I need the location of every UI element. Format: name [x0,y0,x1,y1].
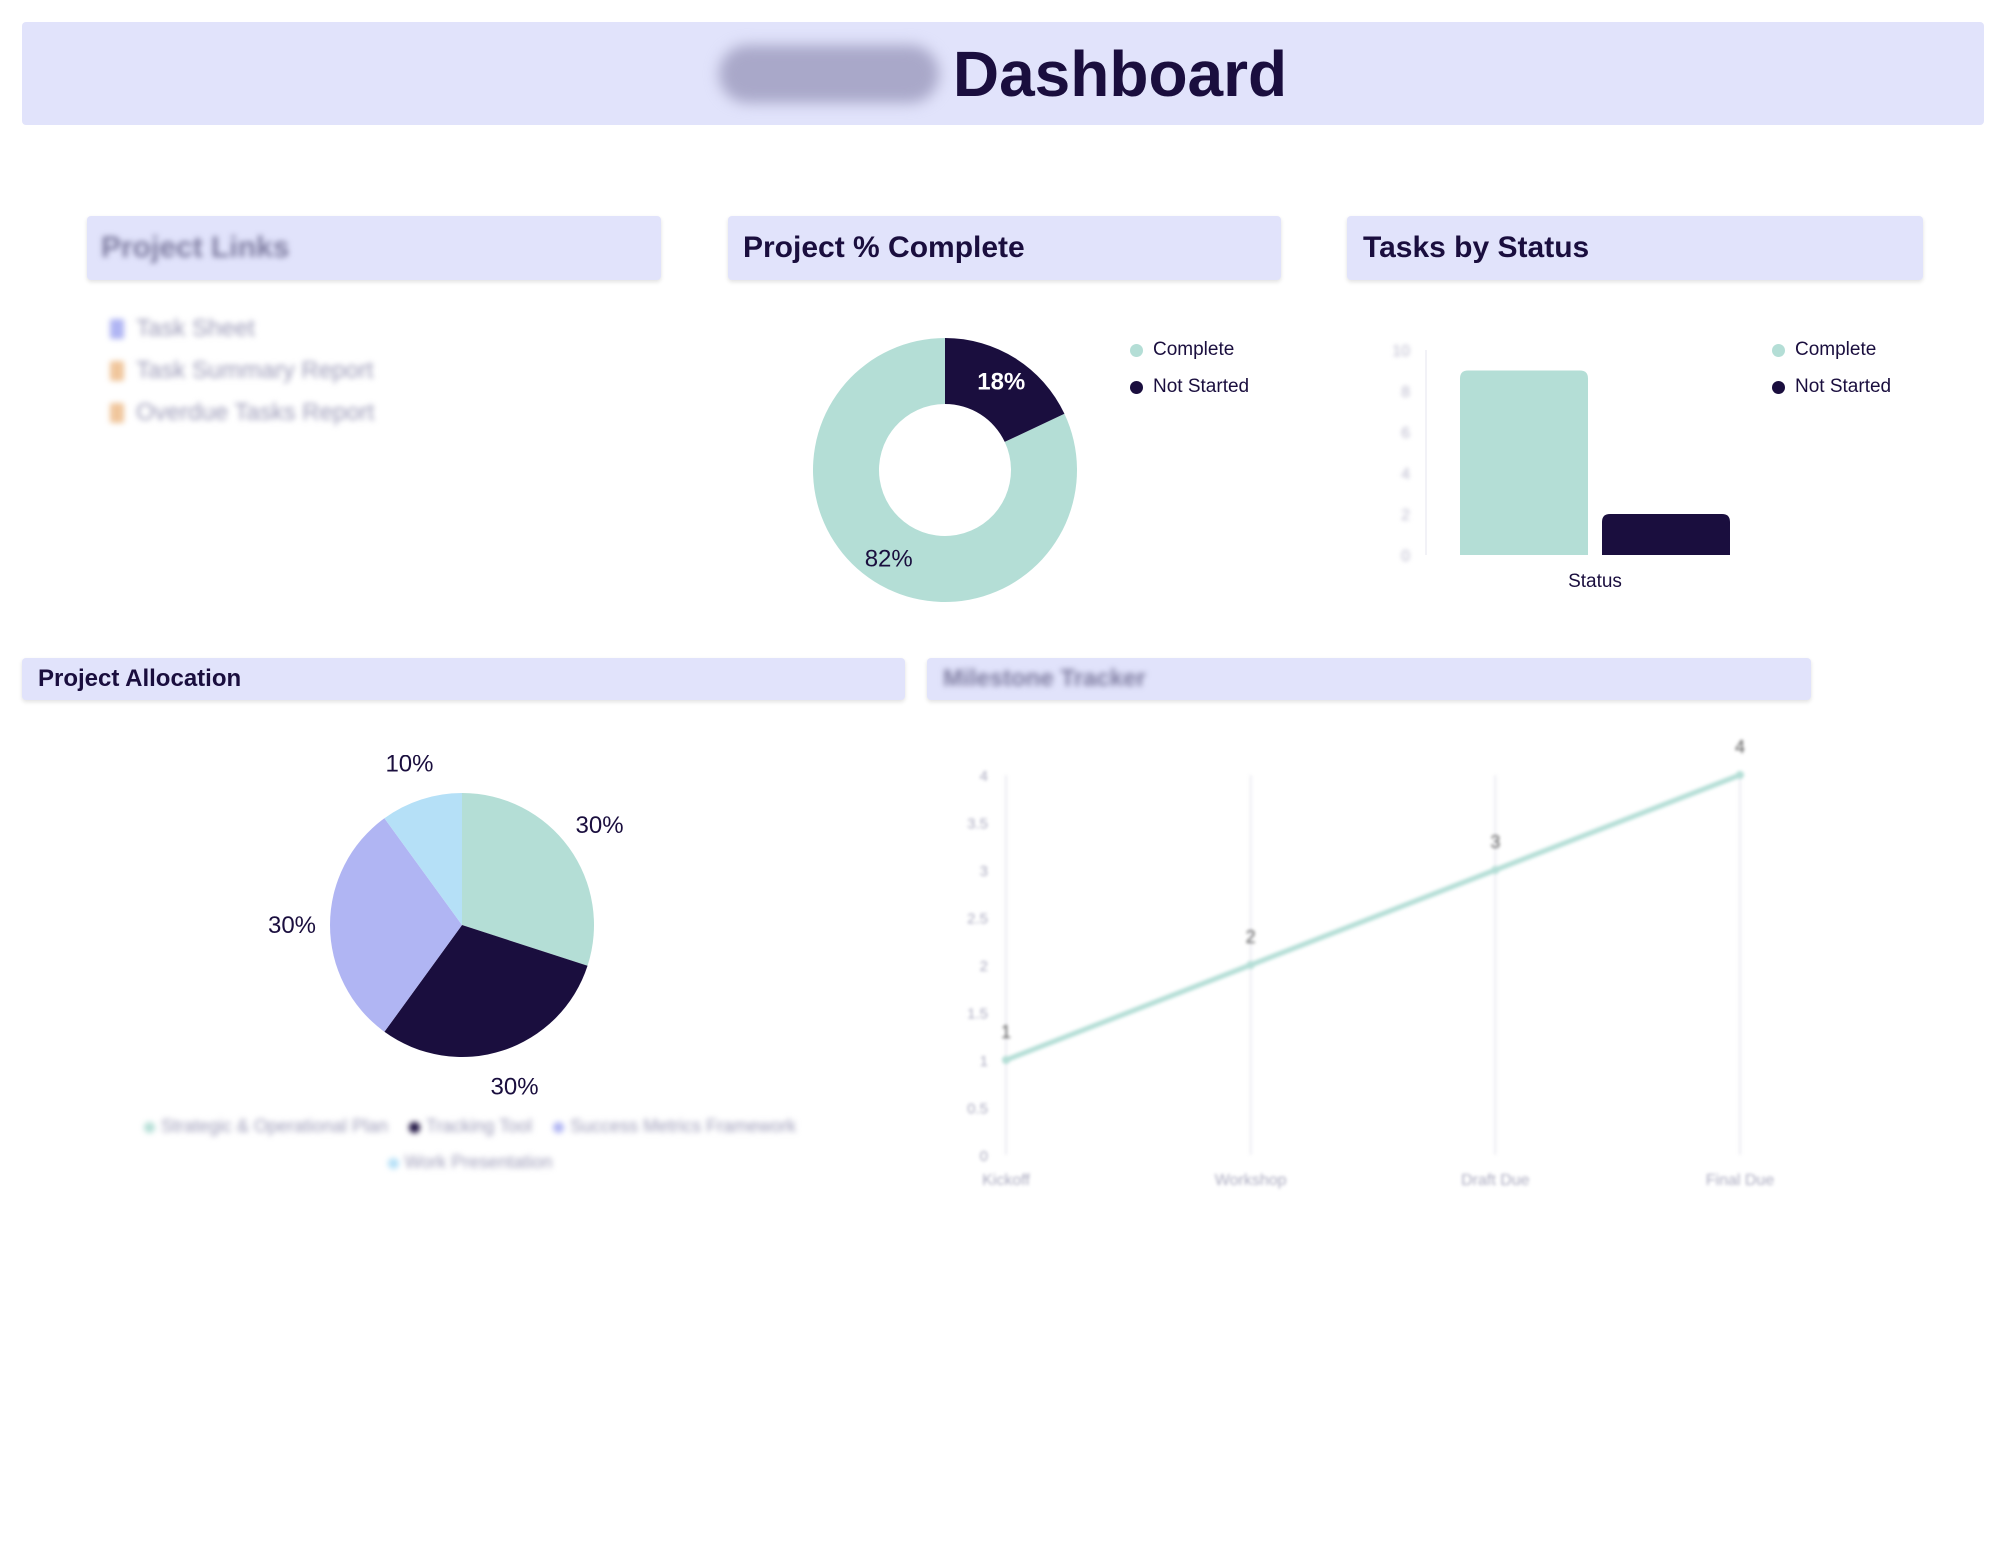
legend-entry: Success Metrics Framework [553,1108,796,1144]
milestone-tracker-title: Milestone Tracker [943,665,1146,692]
y-tick-label: 3 [980,863,988,880]
legend-dot [1772,380,1785,394]
pie-slice [462,793,594,966]
sheet-icon [110,319,124,339]
tasks-by-status-header: Tasks by Status [1347,216,1923,280]
legend-not-started: Not Started [1772,376,1891,398]
legend-dot [1772,343,1785,357]
link-label: Task Sheet [136,315,255,342]
legend-not-started: Not Started [1130,376,1249,398]
bar-not-started [1602,514,1730,555]
x-tick-label: Draft Due [1461,1172,1530,1189]
link-label: Task Summary Report [136,357,374,384]
y-tick-label: 3.5 [967,816,988,833]
y-tick-label: 8 [1401,384,1410,401]
report-icon [110,403,124,423]
project-links-title: Project Links [101,231,290,264]
legend-dot [553,1121,565,1133]
data-label: 4 [1735,737,1745,757]
legend-dot [409,1121,421,1133]
y-tick-label: 4 [1401,466,1410,483]
dashboard-header: Dashboard [22,22,1984,125]
y-tick-label: 0 [1401,548,1410,565]
legend-label: Tracking Tool [426,1116,533,1136]
data-label: 3 [1490,832,1500,852]
milestone-tracker-chart: 0 0.5 1 1.5 2 2.5 3 3.5 4 Kickoff Workshop Draft Du… [967,737,1775,1189]
project-allocation-header: Project Allocation [22,658,905,700]
y-tick-label: 6 [1401,425,1410,442]
legend-dot [143,1121,155,1133]
legend-label: Complete [1153,339,1235,360]
legend-entry: Strategic & Operational Plan [143,1108,388,1144]
pie-slice [330,818,462,1032]
report-icon [110,361,124,381]
project-links-list: Task Sheet Task Summary Report Overdue T… [110,308,374,434]
legend-label: Work Presentation [404,1152,553,1172]
milestone-point [1491,866,1500,874]
project-allocation-title: Project Allocation [38,665,242,692]
milestone-point [1246,961,1255,969]
legend-label: Complete [1795,339,1877,360]
slice-label: 82% [865,546,913,573]
y-tick-label: 10 [1392,343,1410,360]
legend-entry: Tracking Tool [409,1108,532,1144]
tasks-by-status-title: Tasks by Status [1363,231,1590,264]
x-tick-label: Kickoff [982,1172,1030,1189]
y-tick-label: 0.5 [967,1101,988,1118]
slice-label: 30% [268,912,316,939]
legend-label: Strategic & Operational Plan [160,1116,388,1136]
slice-label: 18% [977,368,1025,395]
project-links-header: Project Links [87,216,661,280]
y-tick-label: 2 [1401,507,1410,524]
slice-label: 30% [576,812,624,839]
x-tick-label: Workshop [1215,1172,1287,1189]
legend-label: Success Metrics Framework [570,1116,797,1136]
slice-label: 30% [491,1074,539,1095]
slice-label: 10% [385,755,433,777]
y-tick-label: 4 [980,768,988,785]
percent-complete-header: Project % Complete [728,216,1281,280]
tasks-by-status-chart: 0 2 4 6 8 10 Status [1392,343,1730,592]
data-label: 2 [1246,927,1256,947]
redacted-name [718,44,939,103]
legend-dot [387,1157,399,1169]
legend-dot [1130,380,1143,394]
legend-complete: Complete [1772,339,1876,361]
x-tick-label: Final Due [1706,1172,1775,1189]
bar-complete [1460,370,1588,555]
legend-entry: Work Presentation [387,1144,553,1180]
legend-dot [1130,343,1143,357]
pie-slice [384,925,588,1057]
y-tick-label: 1 [980,1053,988,1070]
milestone-tracker-header: Milestone Tracker [927,658,1811,700]
project-allocation-chart: 30% 30% 30% 10% [268,755,624,1095]
y-tick-label: 1.5 [967,1006,988,1023]
y-tick-label: 2 [980,958,988,975]
milestone-point [1002,1056,1010,1064]
percent-complete-title: Project % Complete [743,231,1025,264]
percent-complete-chart: 82% 18% [813,338,1077,602]
page-title: Dashboard [952,37,1288,110]
donut-slice [813,338,1077,602]
milestone-line [1005,772,1741,1063]
legend-label: Not Started [1795,376,1892,397]
link-task-sheet[interactable]: Task Sheet [110,308,374,350]
link-label: Overdue Tasks Report [136,399,375,426]
legend-complete: Complete [1130,339,1234,361]
milestone-point [1736,771,1744,779]
data-label: 1 [1001,1022,1011,1042]
link-overdue-tasks-report[interactable]: Overdue Tasks Report [110,392,374,434]
link-task-summary-report[interactable]: Task Summary Report [110,350,374,392]
x-axis-label: Status [1568,571,1622,592]
pie-slice [384,793,462,925]
y-tick-label: 0 [980,1148,988,1165]
legend-label: Not Started [1153,376,1250,397]
donut-slice [945,338,1065,442]
y-tick-label: 2.5 [967,911,988,928]
project-allocation-legend: Strategic & Operational Plan Tracking To… [90,1108,850,1180]
